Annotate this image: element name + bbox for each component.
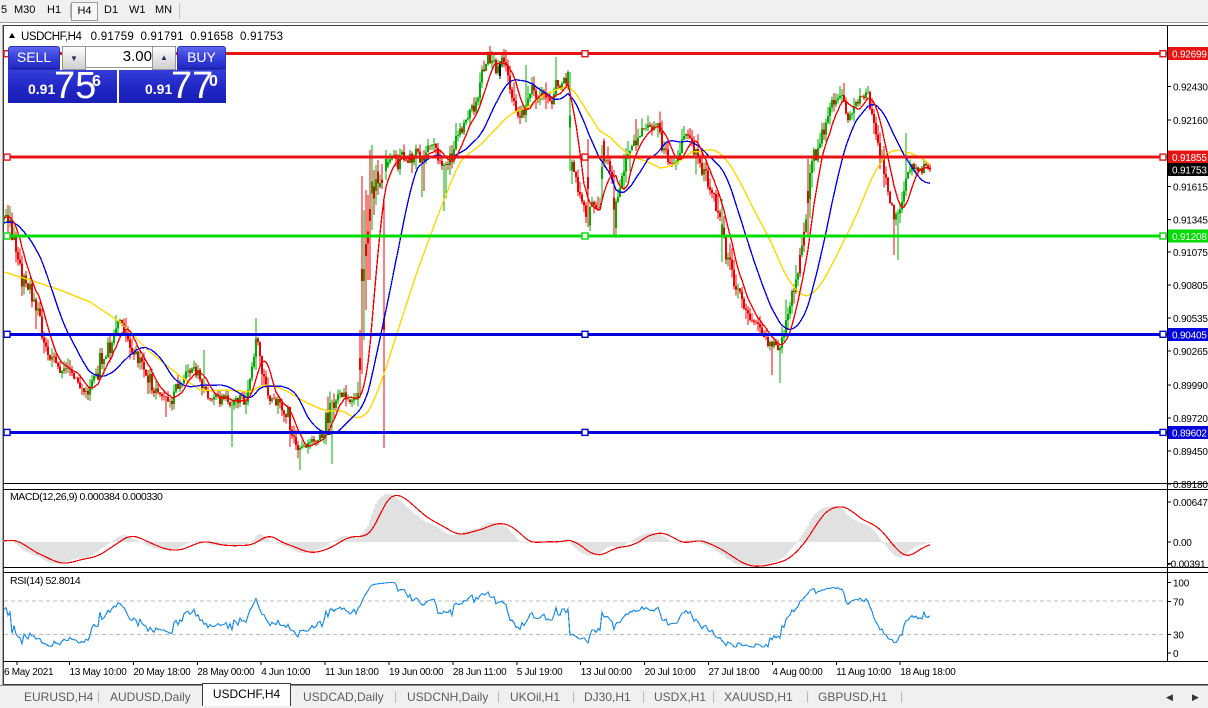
svg-text:MACD(12,26,9) 0.000384 0.00033: MACD(12,26,9) 0.000384 0.000330	[10, 491, 163, 503]
svg-text:13 May 10:00: 13 May 10:00	[70, 667, 128, 678]
svg-text:0.00647: 0.00647	[1173, 498, 1208, 509]
svg-text:4 Jun 10:00: 4 Jun 10:00	[261, 667, 311, 678]
svg-text:0.92430: 0.92430	[1173, 83, 1208, 94]
svg-text:70: 70	[1173, 597, 1184, 608]
svg-text:100: 100	[1173, 578, 1190, 589]
svg-text:5 Jul 19:00: 5 Jul 19:00	[517, 667, 563, 678]
svg-text:0.91345: 0.91345	[1173, 215, 1208, 226]
svg-text:20 Jul 10:00: 20 Jul 10:00	[645, 667, 697, 678]
svg-text:0.92160: 0.92160	[1173, 116, 1208, 127]
svg-text:0.90805: 0.90805	[1173, 281, 1208, 292]
svg-text:0.91075: 0.91075	[1173, 248, 1208, 259]
svg-text:28 Jun 11:00: 28 Jun 11:00	[453, 667, 507, 678]
svg-text:0.89990: 0.89990	[1173, 381, 1208, 392]
svg-text:-0.00391: -0.00391	[1168, 560, 1207, 571]
svg-text:11 Aug 10:00: 11 Aug 10:00	[836, 667, 891, 678]
svg-text:0.89720: 0.89720	[1173, 414, 1208, 425]
svg-text:0.89602: 0.89602	[1172, 428, 1207, 439]
svg-text:19 Jun 00:00: 19 Jun 00:00	[389, 667, 444, 678]
svg-text:0.89450: 0.89450	[1173, 447, 1208, 458]
svg-text:13 Jul 00:00: 13 Jul 00:00	[581, 667, 633, 678]
svg-text:6 May 2021: 6 May 2021	[4, 667, 54, 678]
svg-text:0.00: 0.00	[1173, 538, 1192, 549]
svg-text:0.91753: 0.91753	[1172, 166, 1207, 177]
svg-text:18 Aug 18:00: 18 Aug 18:00	[900, 667, 956, 678]
svg-text:27 Jul 18:00: 27 Jul 18:00	[709, 667, 761, 678]
svg-text:20 May 18:00: 20 May 18:00	[133, 667, 191, 678]
svg-text:0.91855: 0.91855	[1172, 153, 1207, 164]
svg-text:0.90535: 0.90535	[1173, 314, 1208, 325]
svg-text:4 Aug 00:00: 4 Aug 00:00	[772, 667, 823, 678]
svg-text:0.91615: 0.91615	[1173, 183, 1208, 194]
svg-text:28 May 00:00: 28 May 00:00	[197, 667, 255, 678]
svg-text:11 Jun 18:00: 11 Jun 18:00	[325, 667, 379, 678]
svg-text:0: 0	[1173, 649, 1179, 660]
svg-text:0.90405: 0.90405	[1172, 330, 1207, 341]
svg-text:0.90265: 0.90265	[1173, 347, 1208, 358]
svg-text:0.92699: 0.92699	[1172, 50, 1207, 61]
svg-text:0.89180: 0.89180	[1173, 480, 1208, 491]
svg-text:0.91208: 0.91208	[1172, 232, 1207, 243]
svg-text:30: 30	[1173, 631, 1184, 642]
svg-text:RSI(14) 52.8014: RSI(14) 52.8014	[10, 575, 81, 587]
